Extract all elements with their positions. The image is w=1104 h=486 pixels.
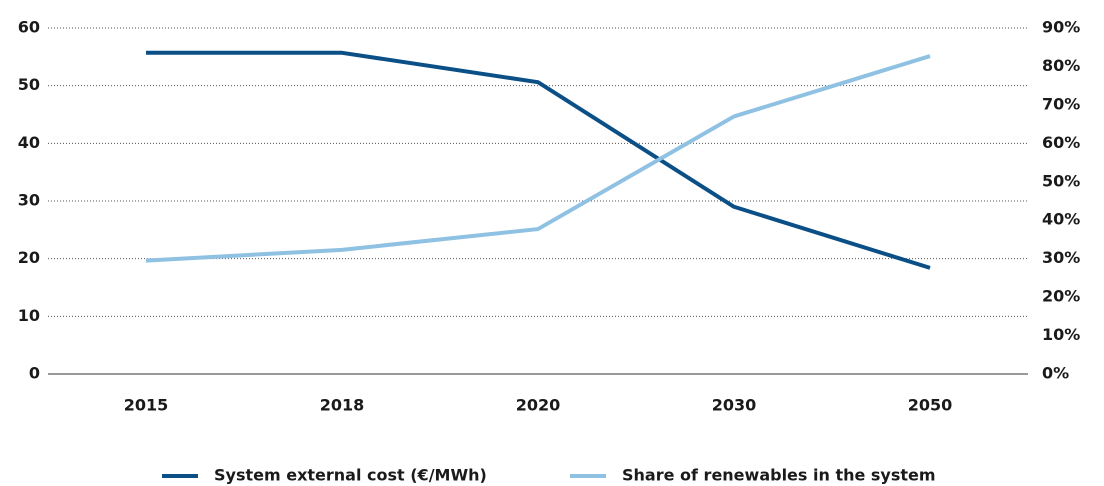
y-tick-label: 50 xyxy=(18,75,40,94)
y2-tick-label: 10% xyxy=(1042,325,1080,344)
legend-label: Share of renewables in the system xyxy=(622,466,936,485)
y2-tick-label: 40% xyxy=(1042,210,1080,229)
y-tick-label: 0 xyxy=(29,364,40,383)
y2-tick-label: 70% xyxy=(1042,94,1080,113)
line-series xyxy=(145,54,931,263)
y2-tick-label: 50% xyxy=(1042,171,1080,190)
x-tick-label: 2030 xyxy=(712,396,757,415)
y-tick-label: 20 xyxy=(18,248,40,267)
x-tick-label: 2018 xyxy=(320,396,365,415)
x-tick-label: 2015 xyxy=(124,396,169,415)
y-tick-label: 60 xyxy=(18,18,40,37)
y2-tick-label: 20% xyxy=(1042,287,1080,306)
x-tick-label: 2020 xyxy=(516,396,561,415)
y2-tick-label: 60% xyxy=(1042,133,1080,152)
y-tick-label: 10 xyxy=(18,306,40,325)
line-series xyxy=(146,50,931,270)
x-tick-label: 2050 xyxy=(908,396,953,415)
y-tick-label: 30 xyxy=(18,191,40,210)
y2-tick-label: 0% xyxy=(1042,364,1069,383)
y2-tick-label: 80% xyxy=(1042,56,1080,75)
legend-label: System external cost (€/MWh) xyxy=(214,466,487,485)
y2-tick-label: 90% xyxy=(1042,18,1080,37)
y-tick-label: 40 xyxy=(18,133,40,152)
y2-tick-label: 30% xyxy=(1042,248,1080,267)
